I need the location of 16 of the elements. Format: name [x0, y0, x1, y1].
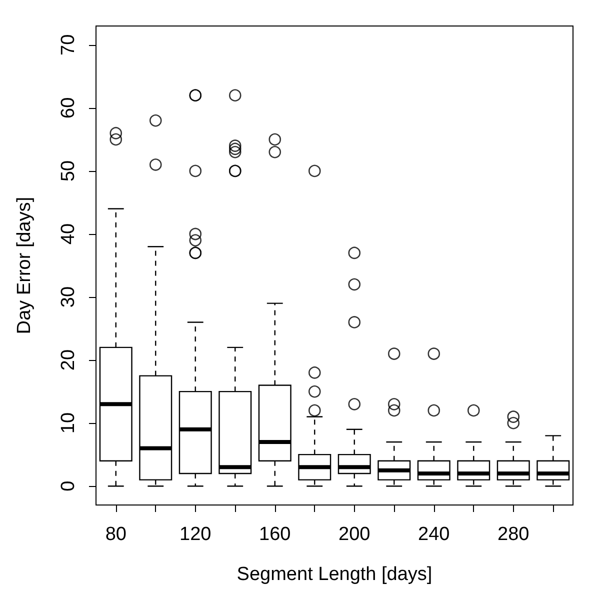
y-tick-label: 50	[58, 160, 79, 182]
y-tick-label: 40	[58, 223, 79, 245]
x-tick-label: 280	[498, 524, 530, 545]
y-tick-label: 30	[58, 286, 79, 308]
y-tick-label: 10	[58, 412, 79, 434]
x-axis-title: Segment Length [days]	[236, 564, 432, 585]
x-tick-label: 160	[259, 524, 291, 545]
x-tick-label: 80	[105, 524, 126, 545]
x-tick-label: 120	[180, 524, 212, 545]
y-axis-title: Day Error [days]	[14, 196, 35, 334]
y-tick-label: 0	[58, 480, 79, 492]
y-tick-label: 70	[58, 34, 79, 56]
x-tick-label: 200	[338, 524, 370, 545]
y-tick-label: 60	[58, 97, 79, 119]
y-tick-label: 20	[58, 349, 79, 371]
x-tick-label: 240	[418, 524, 450, 545]
